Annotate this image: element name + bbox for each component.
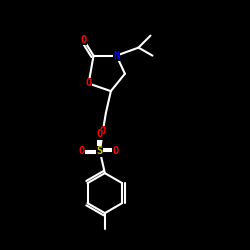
Text: O: O bbox=[113, 146, 119, 156]
Text: S: S bbox=[97, 146, 103, 156]
Text: O: O bbox=[79, 146, 85, 156]
Text: O: O bbox=[86, 78, 92, 88]
Text: N: N bbox=[113, 50, 119, 60]
Text: O: O bbox=[80, 34, 87, 44]
Text: O: O bbox=[97, 129, 103, 139]
Text: O: O bbox=[100, 126, 106, 136]
